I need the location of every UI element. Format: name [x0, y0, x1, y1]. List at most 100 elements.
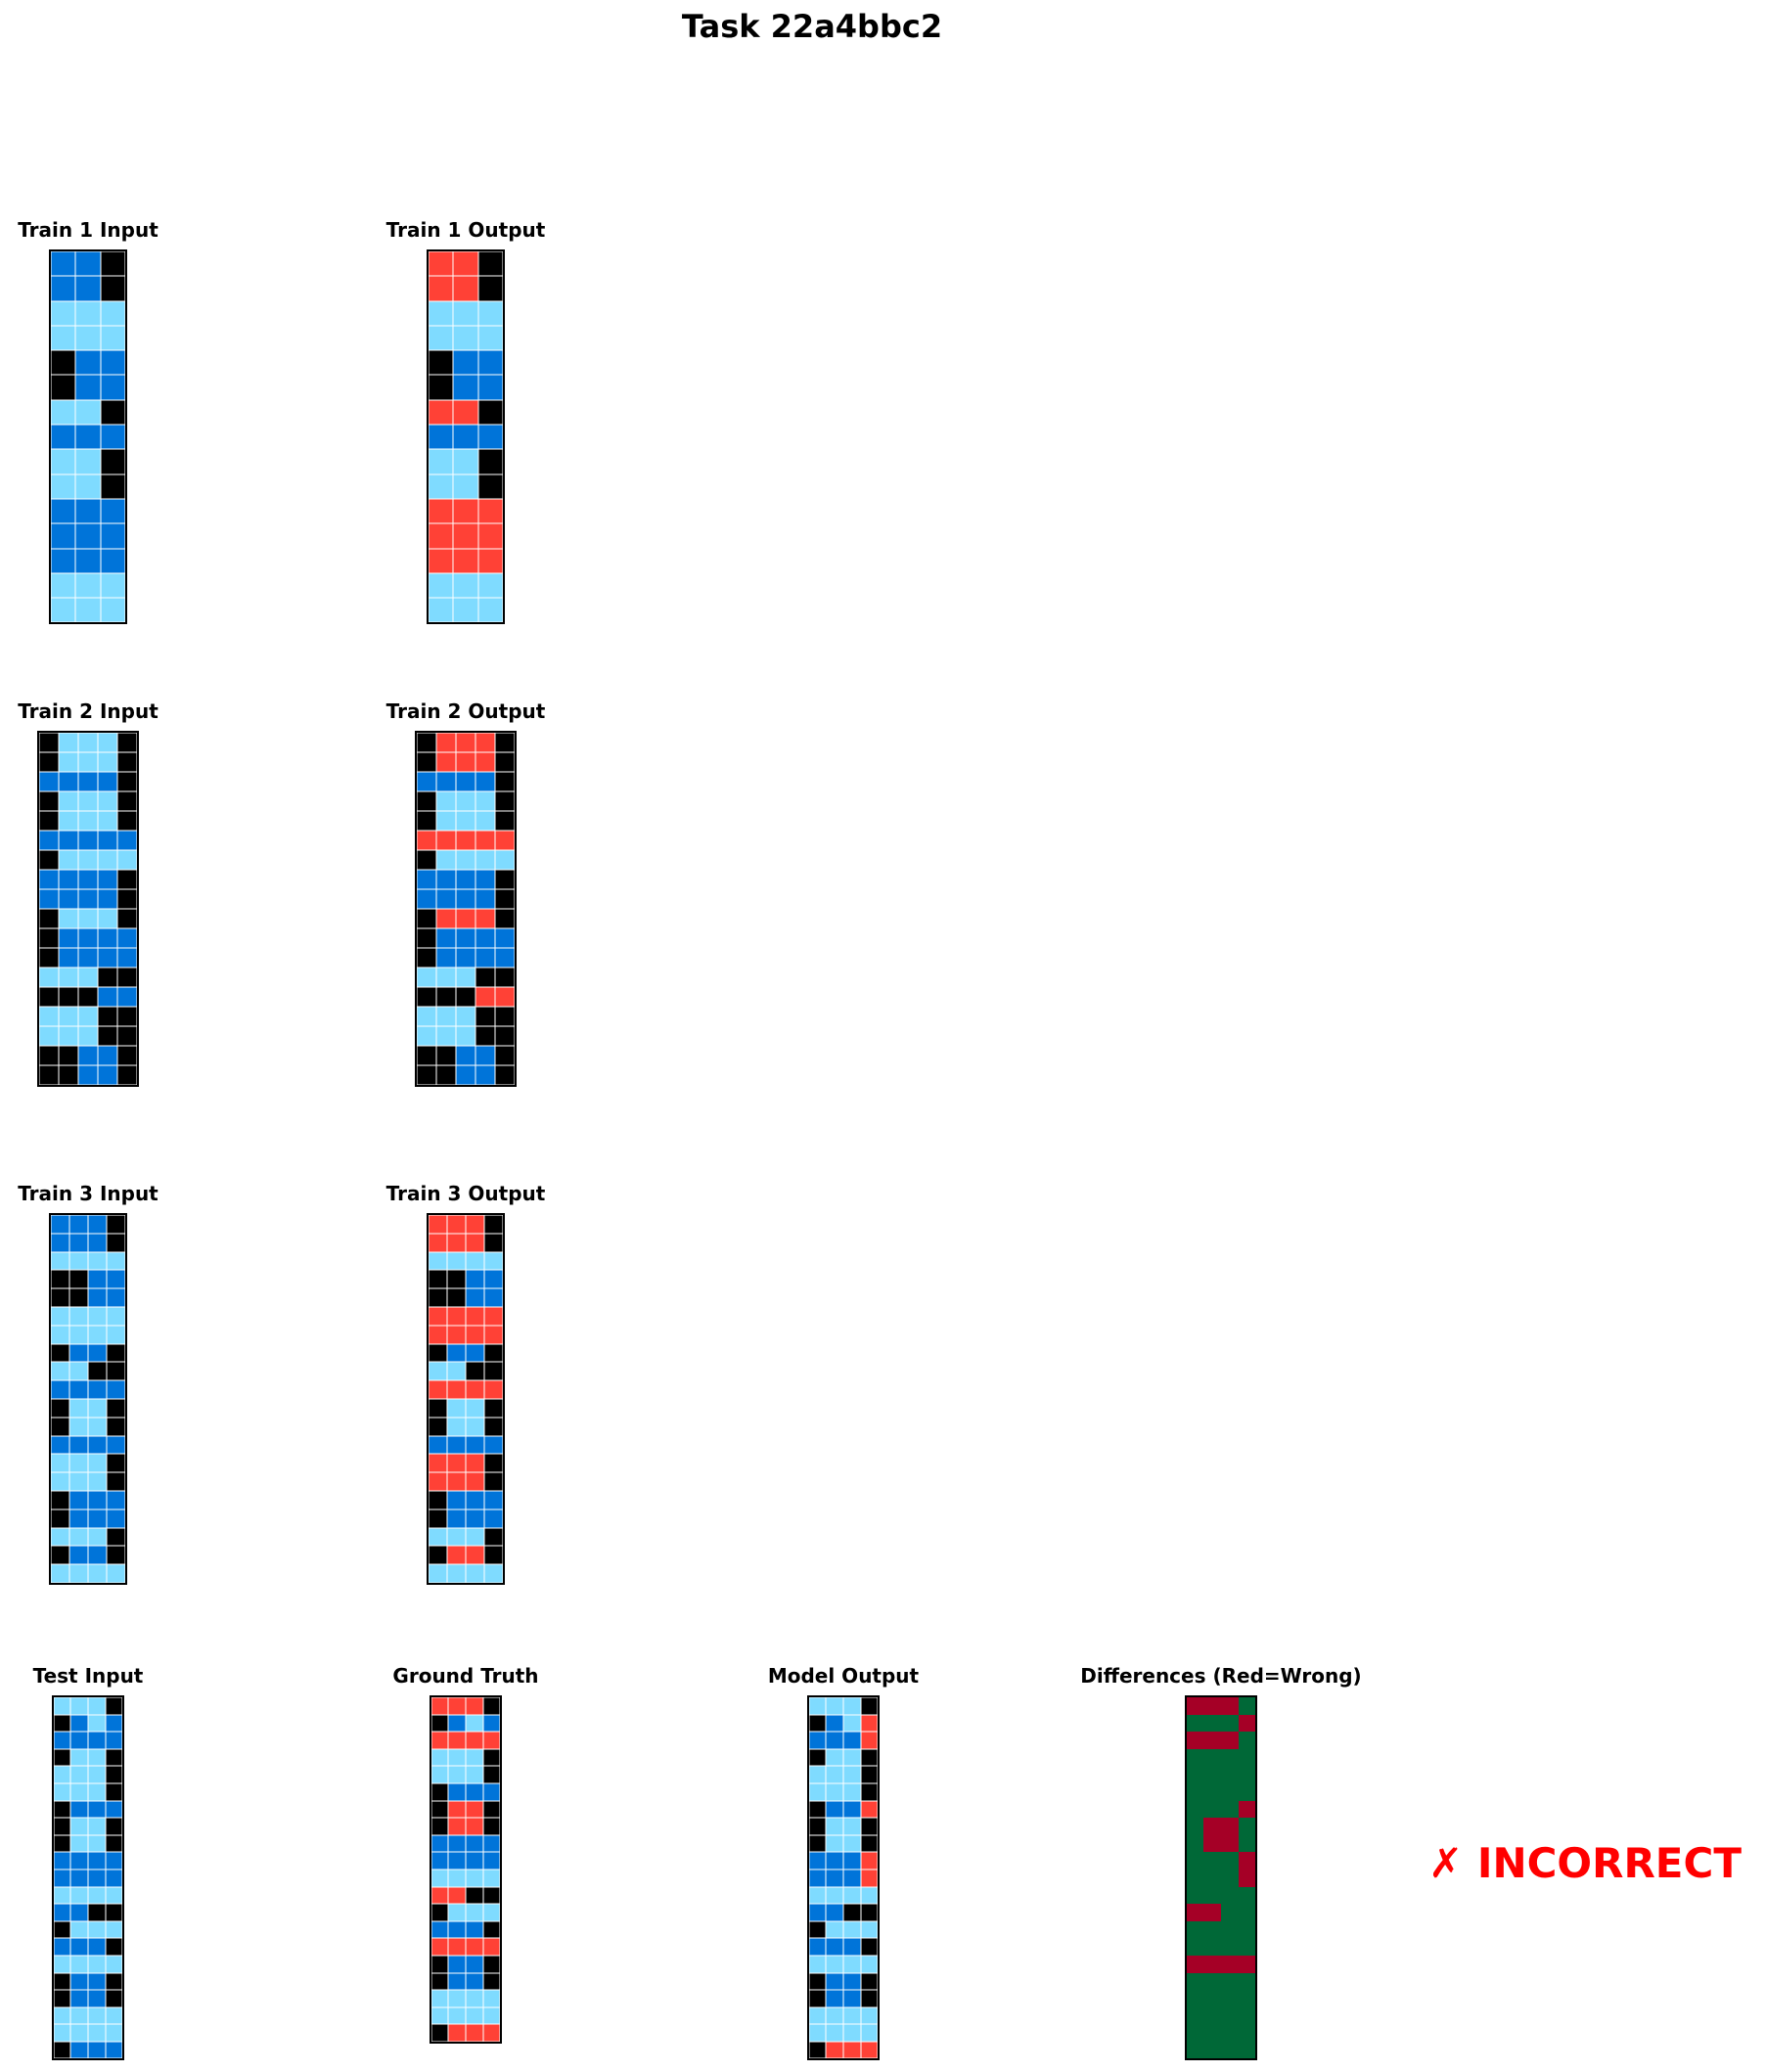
grid-cell — [429, 251, 454, 277]
grid-cell — [1238, 1732, 1256, 1749]
grid-cell — [98, 948, 117, 968]
grid-cell — [475, 1046, 495, 1065]
grid-cell — [1220, 1869, 1239, 1887]
grid-cell — [117, 909, 137, 928]
grid-cell — [117, 1007, 137, 1026]
grid-cell — [51, 1343, 70, 1363]
train2-input-grid — [37, 731, 139, 1087]
grid-cell — [59, 791, 78, 811]
grid-cell — [483, 1288, 503, 1307]
grid-cell — [465, 1886, 483, 1905]
grid-cell — [106, 1306, 125, 1326]
grid-cell — [105, 1697, 123, 1715]
grid-cell — [842, 1938, 861, 1956]
grid-cell — [475, 870, 495, 889]
grid-cell — [417, 987, 436, 1007]
grid-cell — [447, 1325, 466, 1344]
grid-cell — [98, 752, 117, 772]
grid-cell — [70, 1990, 88, 2007]
grid-cell — [417, 1046, 436, 1065]
grid-cell — [105, 1886, 123, 1905]
page-title: Task 22a4bbc2 — [681, 8, 943, 45]
grid-cell — [98, 811, 117, 831]
grid-cell — [87, 1886, 106, 1905]
grid-cell — [78, 850, 98, 870]
train3-output-title: Train 3 Output — [385, 1182, 546, 1205]
grid-cell — [69, 1398, 88, 1418]
grid-cell — [70, 1732, 88, 1749]
grid-cell — [842, 1732, 861, 1749]
grid-cell — [465, 1527, 484, 1547]
grid-cell — [826, 1972, 843, 1991]
grid-cell — [87, 2006, 106, 2025]
grid-cell — [1220, 1732, 1239, 1749]
grid-cell — [860, 1904, 879, 1921]
grid-cell — [59, 811, 78, 831]
grid-cell — [1186, 2041, 1204, 2059]
grid-cell — [436, 831, 456, 850]
grid-cell — [429, 1215, 448, 1234]
grid-cell — [842, 1852, 861, 1869]
grid-cell — [429, 498, 454, 524]
grid-cell — [87, 1800, 106, 1819]
grid-cell — [39, 811, 59, 831]
grid-cell — [860, 1886, 879, 1905]
grid-cell — [1186, 1972, 1204, 1991]
grid-cell — [477, 276, 503, 301]
grid-cell — [69, 1288, 88, 1307]
grid-cell — [39, 850, 59, 870]
grid-cell — [70, 1955, 88, 1973]
grid-cell — [448, 1766, 466, 1783]
grid-cell — [826, 1904, 843, 1921]
grid-cell — [51, 276, 76, 301]
grid-cell — [430, 1972, 449, 1991]
grid-cell — [100, 276, 125, 301]
grid-cell — [117, 870, 137, 889]
grid-cell — [448, 1714, 466, 1733]
grid-cell — [106, 1288, 125, 1307]
grid-cell — [477, 548, 503, 573]
differences-panel: Differences (Red=Wrong) — [1080, 1664, 1362, 2061]
grid-cell — [465, 1417, 484, 1436]
train1-input-panel: Train 1 Input — [18, 218, 158, 625]
grid-cell — [808, 1990, 827, 2007]
grid-cell — [465, 1362, 484, 1381]
grid-cell — [447, 1215, 466, 1234]
grid-cell — [465, 1714, 483, 1733]
grid-cell — [98, 909, 117, 928]
grid-cell — [430, 1886, 449, 1905]
grid-cell — [53, 1852, 71, 1869]
grid-cell — [100, 251, 125, 277]
grid-cell — [447, 1306, 466, 1326]
grid-cell — [98, 850, 117, 870]
grid-cell — [98, 831, 117, 850]
grid-cell — [106, 1564, 125, 1583]
grid-cell — [429, 350, 454, 376]
grid-cell — [465, 1509, 484, 1528]
grid-cell — [78, 870, 98, 889]
grid-cell — [78, 791, 98, 811]
grid-cell — [78, 909, 98, 928]
grid-cell — [456, 733, 475, 752]
grid-cell — [75, 523, 101, 549]
grid-cell — [465, 1800, 483, 1819]
grid-cell — [106, 1490, 125, 1509]
differences-title: Differences (Red=Wrong) — [1080, 1664, 1362, 1688]
grid-cell — [1238, 1904, 1256, 1921]
train2-input-title: Train 2 Input — [18, 699, 158, 723]
grid-cell — [106, 1325, 125, 1344]
grid-cell — [417, 772, 436, 791]
grid-cell — [483, 1270, 503, 1289]
grid-cell — [78, 752, 98, 772]
grid-cell — [436, 870, 456, 889]
grid-cell — [453, 523, 478, 549]
verdict-label: ✗ INCORRECT — [1428, 1839, 1742, 1887]
grid-cell — [475, 968, 495, 987]
grid-cell — [51, 1251, 70, 1271]
grid-cell — [1186, 1748, 1204, 1767]
grid-cell — [1220, 1697, 1239, 1715]
grid-cell — [448, 1748, 466, 1767]
grid-cell — [483, 1325, 503, 1344]
grid-cell — [87, 1509, 107, 1528]
grid-cell — [100, 598, 125, 623]
